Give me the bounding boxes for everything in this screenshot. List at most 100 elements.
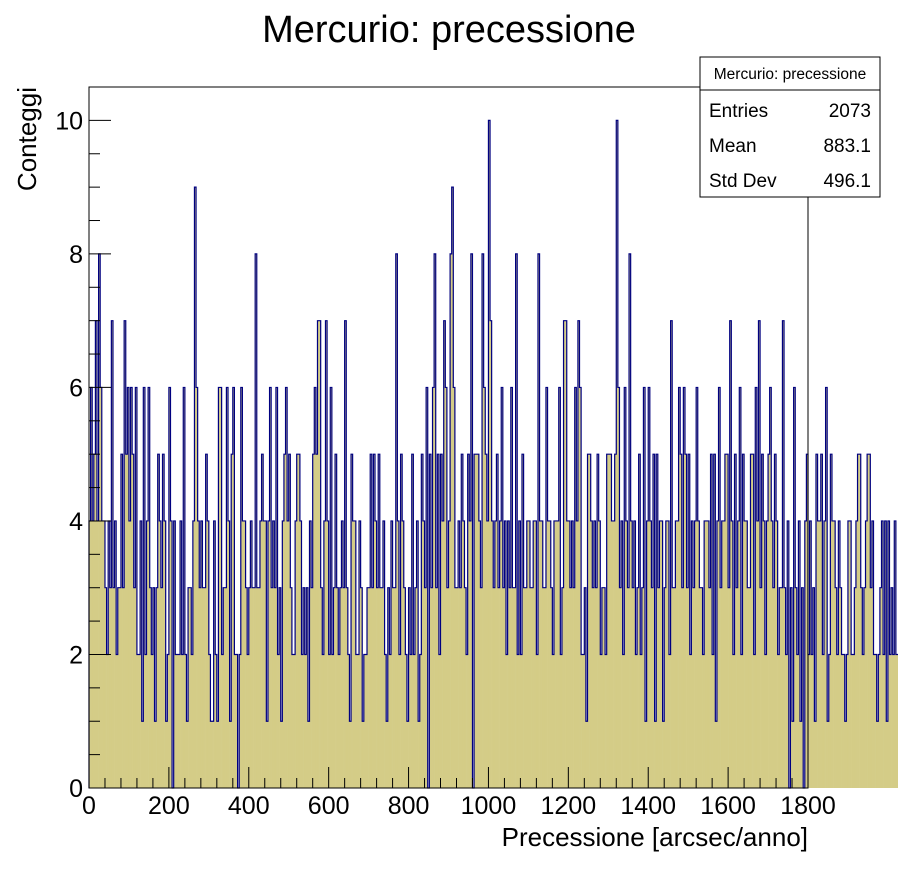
histogram-bin bbox=[811, 654, 814, 788]
histogram-bin bbox=[705, 520, 708, 788]
histogram-bin bbox=[360, 587, 363, 788]
histogram-bin bbox=[272, 520, 275, 788]
histogram-bin bbox=[363, 654, 366, 788]
histogram-bin bbox=[384, 654, 387, 788]
histogram-bin bbox=[635, 654, 638, 788]
histogram-bin bbox=[212, 721, 214, 788]
stats-box-frame bbox=[699, 56, 881, 198]
histogram-bin bbox=[333, 587, 336, 788]
histogram-outline bbox=[88, 119, 898, 789]
histogram-bin bbox=[141, 721, 144, 788]
histogram-bin bbox=[766, 520, 769, 788]
histogram-series bbox=[88, 119, 898, 789]
histogram-bin bbox=[745, 520, 748, 788]
histogram-bin bbox=[282, 520, 285, 788]
histogram-bin bbox=[410, 654, 413, 788]
histogram-bin bbox=[892, 654, 895, 788]
histogram-bin bbox=[133, 587, 136, 788]
histogram-bin bbox=[390, 520, 393, 788]
histogram-bin bbox=[887, 520, 890, 788]
x-tick-label: 1600 bbox=[700, 792, 756, 820]
histogram-bin bbox=[649, 520, 652, 788]
histogram-bin bbox=[168, 387, 171, 788]
histogram-bin bbox=[298, 454, 301, 788]
histogram-bin bbox=[368, 587, 371, 788]
histogram-bin bbox=[771, 520, 774, 788]
histogram-bin bbox=[768, 454, 770, 788]
histogram-bin bbox=[370, 454, 373, 788]
histogram-bin bbox=[595, 587, 598, 788]
histogram-bin bbox=[413, 654, 416, 788]
histogram-bin bbox=[240, 387, 243, 788]
histogram-bin bbox=[309, 520, 312, 788]
histogram-bin bbox=[820, 454, 823, 788]
histogram-bin bbox=[545, 387, 548, 788]
histogram-bin bbox=[822, 654, 825, 788]
histogram-bin bbox=[601, 587, 604, 788]
histogram-bin bbox=[657, 587, 660, 788]
histogram-bin bbox=[847, 520, 850, 788]
histogram-bin bbox=[777, 654, 780, 788]
histogram-bin bbox=[156, 587, 159, 788]
histogram-bin bbox=[659, 520, 662, 788]
histogram-bin bbox=[346, 587, 349, 788]
histogram-bin bbox=[451, 187, 454, 788]
histogram-bin bbox=[398, 654, 401, 788]
histogram-bin bbox=[823, 520, 826, 788]
histogram-bin bbox=[700, 587, 703, 788]
histogram-bin bbox=[875, 654, 878, 788]
histogram-bin bbox=[522, 454, 524, 788]
histogram-bin bbox=[764, 654, 767, 788]
y-tick-label: 6 bbox=[69, 374, 83, 402]
histogram-bin bbox=[245, 587, 248, 788]
histogram-bin bbox=[488, 120, 491, 788]
x-tick-label: 0 bbox=[82, 792, 96, 820]
histogram-bin bbox=[443, 320, 446, 788]
histogram-bin bbox=[547, 520, 550, 788]
histogram-bin bbox=[808, 654, 810, 788]
histogram-bin bbox=[713, 454, 716, 788]
histogram-bin bbox=[440, 454, 443, 788]
histogram-bin bbox=[878, 654, 881, 788]
histogram-bin bbox=[266, 721, 269, 788]
stats-mean-label: Mean bbox=[709, 136, 757, 157]
histogram-bin bbox=[587, 454, 590, 788]
histogram-bin bbox=[359, 520, 361, 788]
histogram-bin bbox=[863, 587, 866, 788]
histogram-bin bbox=[204, 587, 206, 788]
histogram-bin bbox=[258, 587, 261, 788]
histogram-bin bbox=[339, 587, 342, 788]
x-tick-label: 800 bbox=[388, 792, 430, 820]
histogram-bin bbox=[317, 320, 320, 788]
histogram-bin bbox=[429, 454, 432, 788]
histogram-bin bbox=[285, 387, 288, 788]
histogram-bin bbox=[598, 520, 601, 788]
x-tick-label: 400 bbox=[228, 792, 270, 820]
histogram-bin bbox=[529, 587, 532, 788]
histogram-bin bbox=[726, 454, 729, 788]
histogram-bin bbox=[798, 520, 801, 788]
histogram-bin bbox=[728, 587, 731, 788]
stats-mean-value: 883.1 bbox=[823, 136, 871, 157]
histogram-bin bbox=[274, 587, 277, 788]
histogram-bin bbox=[157, 454, 160, 788]
histogram-bin bbox=[541, 520, 544, 788]
histogram-bin bbox=[761, 454, 764, 788]
histogram-bin bbox=[525, 587, 528, 788]
histogram-bin bbox=[202, 587, 205, 788]
histogram-bin bbox=[812, 587, 815, 788]
histogram-bin bbox=[459, 587, 462, 788]
histogram-bin bbox=[614, 454, 617, 788]
histogram-bin bbox=[408, 587, 411, 788]
histogram-bin bbox=[680, 454, 683, 788]
histogram-bin bbox=[528, 520, 531, 788]
histogram-bin bbox=[675, 520, 678, 788]
histogram-bin bbox=[148, 387, 151, 788]
histogram-bin bbox=[442, 520, 445, 788]
histogram-bin bbox=[454, 587, 457, 788]
histogram-bin bbox=[737, 520, 740, 788]
x-axis-label: Precessione [arcsec/anno] bbox=[502, 822, 808, 852]
histogram-bin bbox=[112, 587, 115, 788]
histogram-bin bbox=[400, 454, 403, 788]
histogram-bin bbox=[801, 587, 804, 788]
